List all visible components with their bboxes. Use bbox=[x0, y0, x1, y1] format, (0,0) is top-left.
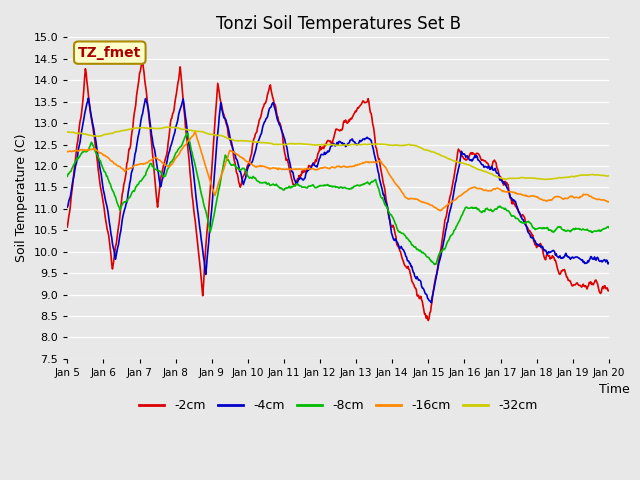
Legend: -2cm, -4cm, -8cm, -16cm, -32cm: -2cm, -4cm, -8cm, -16cm, -32cm bbox=[134, 394, 542, 417]
-8cm bbox=[182, 133, 190, 139]
Y-axis label: Soil Temperature (C): Soil Temperature (C) bbox=[15, 134, 28, 263]
-4cm bbox=[63, 204, 71, 210]
-8cm bbox=[330, 184, 338, 190]
-2cm bbox=[557, 270, 564, 276]
-16cm bbox=[383, 167, 391, 173]
-2cm bbox=[139, 57, 147, 62]
-4cm bbox=[84, 95, 92, 101]
-16cm bbox=[437, 207, 445, 213]
-32cm bbox=[543, 177, 550, 182]
Title: Tonzi Soil Temperatures Set B: Tonzi Soil Temperatures Set B bbox=[216, 15, 461, 33]
Line: -4cm: -4cm bbox=[67, 98, 609, 303]
-16cm bbox=[206, 179, 214, 184]
-16cm bbox=[191, 129, 199, 135]
Line: -2cm: -2cm bbox=[67, 60, 609, 321]
-4cm bbox=[330, 142, 338, 147]
-32cm bbox=[206, 132, 214, 137]
Line: -16cm: -16cm bbox=[67, 132, 609, 211]
-16cm bbox=[63, 149, 71, 155]
-32cm bbox=[383, 142, 391, 147]
-4cm bbox=[428, 300, 435, 306]
-4cm bbox=[383, 202, 391, 208]
-16cm bbox=[557, 194, 564, 200]
-16cm bbox=[436, 208, 444, 214]
Line: -8cm: -8cm bbox=[67, 133, 609, 264]
-8cm bbox=[63, 173, 71, 179]
-16cm bbox=[605, 199, 612, 204]
-8cm bbox=[206, 229, 214, 235]
-32cm bbox=[63, 129, 71, 135]
-8cm bbox=[383, 204, 391, 210]
-32cm bbox=[163, 124, 170, 130]
-4cm bbox=[605, 260, 612, 266]
-32cm bbox=[557, 175, 564, 180]
-2cm bbox=[63, 224, 71, 230]
-2cm bbox=[330, 132, 338, 138]
-16cm bbox=[330, 165, 338, 170]
-4cm bbox=[557, 255, 564, 261]
-8cm bbox=[605, 225, 612, 230]
-8cm bbox=[557, 224, 564, 230]
-16cm bbox=[182, 141, 190, 147]
Text: TZ_fmet: TZ_fmet bbox=[78, 46, 141, 60]
-2cm bbox=[437, 245, 445, 251]
-32cm bbox=[436, 152, 444, 158]
-32cm bbox=[183, 127, 191, 132]
-4cm bbox=[437, 252, 445, 258]
-8cm bbox=[437, 249, 445, 255]
-4cm bbox=[206, 221, 214, 227]
-2cm bbox=[206, 187, 214, 193]
-2cm bbox=[424, 318, 432, 324]
X-axis label: Time: Time bbox=[599, 383, 630, 396]
-32cm bbox=[330, 142, 338, 148]
-8cm bbox=[431, 262, 438, 267]
-32cm bbox=[605, 173, 612, 179]
-4cm bbox=[183, 125, 191, 131]
Line: -32cm: -32cm bbox=[67, 127, 609, 180]
-8cm bbox=[184, 130, 191, 136]
-2cm bbox=[383, 201, 391, 207]
-2cm bbox=[605, 288, 612, 294]
-2cm bbox=[183, 136, 191, 142]
